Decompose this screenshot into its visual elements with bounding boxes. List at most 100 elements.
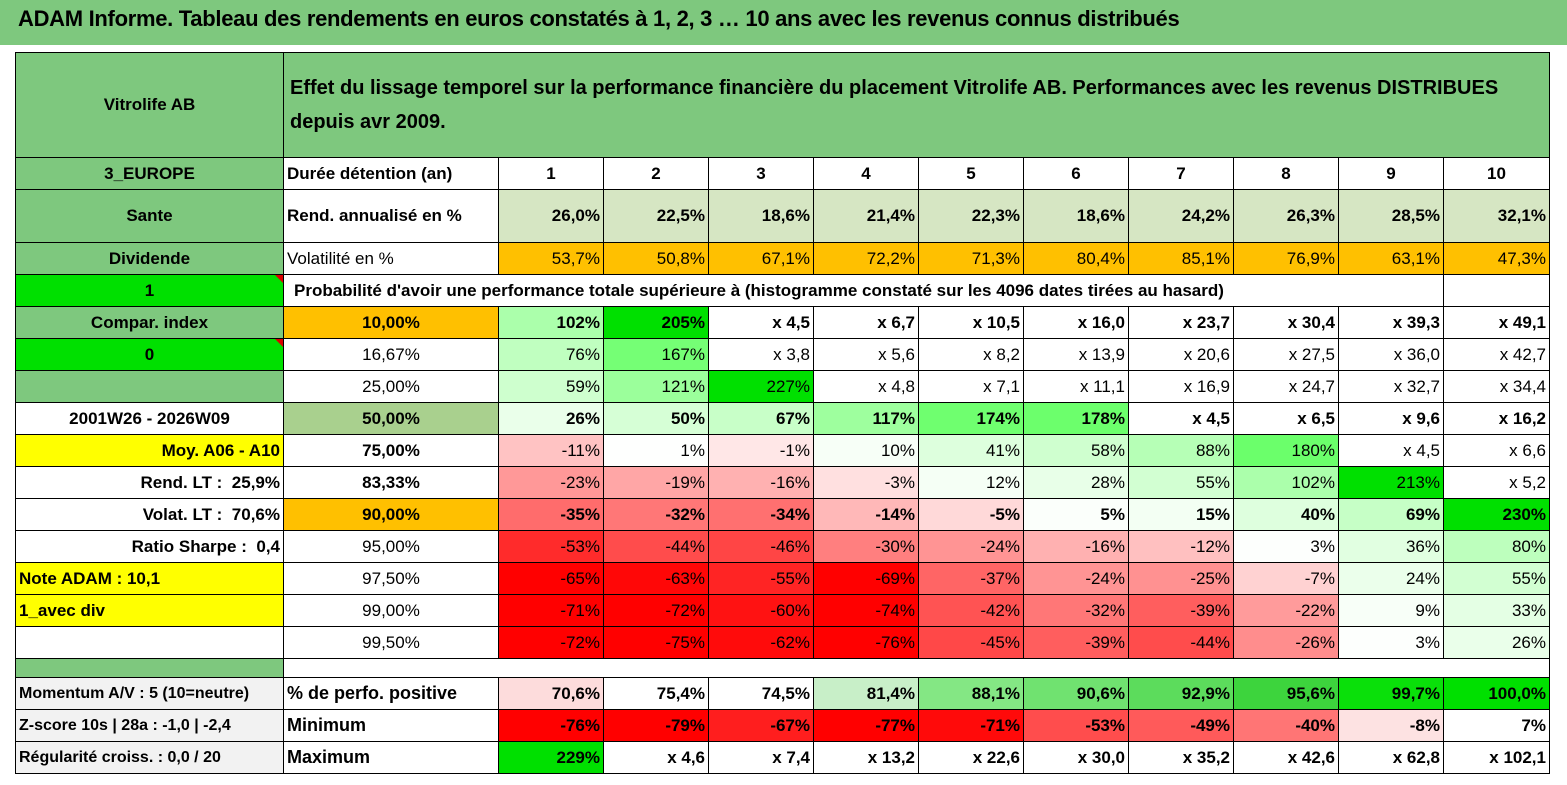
probability-value-cell: -44% <box>1128 626 1234 659</box>
probability-threshold: 95,00% <box>283 530 499 563</box>
probability-value-cell: 102% <box>498 306 604 339</box>
perfo-pos-cell: 95,6% <box>1233 677 1339 710</box>
probability-value-cell: 36% <box>1338 530 1444 563</box>
probability-value-cell: x 5,6 <box>813 338 919 371</box>
report-title: ADAM Informe. Tableau des rendements en … <box>18 6 1180 31</box>
probability-value-cell: 15% <box>1128 498 1234 531</box>
probability-value-cell: x 32,7 <box>1338 370 1444 403</box>
rend-lt-cell-label: Rend. LT : <box>140 472 223 492</box>
probability-row: 1_avec div 99,00% -71% -72% -60% -74% -42% -32%… <box>15 594 1550 627</box>
volat-cell: 67,1% <box>708 242 814 275</box>
probability-value-cell: x 6,7 <box>813 306 919 339</box>
year-header: 8 <box>1233 157 1339 190</box>
probability-value-cell: 50% <box>603 402 709 435</box>
year-header: 9 <box>1338 157 1444 190</box>
probability-value-cell: -19% <box>603 466 709 499</box>
type-cell: Dividende <box>15 242 284 275</box>
side-empty-cell <box>15 626 284 659</box>
perfo-pos-cell: 100,0% <box>1443 677 1550 710</box>
region-cell: 3_EUROPE <box>15 157 284 190</box>
probability-value-cell: -11% <box>498 434 604 467</box>
probability-value-cell: x 5,2 <box>1443 466 1550 499</box>
probability-value-cell: x 3,8 <box>708 338 814 371</box>
perfo-pos-label: % de perfo. positive <box>283 677 499 710</box>
minimum-cell: -77% <box>813 709 919 742</box>
proba-label: Probabilité d'avoir une performance tota… <box>283 274 1444 307</box>
probability-value-cell: x 4,5 <box>1338 434 1444 467</box>
probability-row: 0 16,67% 76% 167% x 3,8 x 5,6 x 8,2 x 13,9 x 20,… <box>15 338 1550 371</box>
rend-cell: 26,0% <box>498 189 604 243</box>
year-header: 4 <box>813 157 919 190</box>
minimum-cell: -79% <box>603 709 709 742</box>
maximum-cell: x 102,1 <box>1443 741 1550 774</box>
probability-row: 2001W26 - 2026W09 50,00% 26% 50% 67% 117% 174%… <box>15 402 1550 435</box>
probability-row: Ratio Sharpe : 0,4 95,00% -53% -44% -46% -30%… <box>15 530 1550 563</box>
volat-cell: 50,8% <box>603 242 709 275</box>
probability-value-cell: -5% <box>918 498 1024 531</box>
probability-value-cell: -14% <box>813 498 919 531</box>
probability-row: Volat. LT : 70,6% 90,00% -35% -32% -34% -14% -… <box>15 498 1550 531</box>
perfo-pos-cell: 70,6% <box>498 677 604 710</box>
rend-cell: 18,6% <box>708 189 814 243</box>
probability-value-cell: -34% <box>708 498 814 531</box>
probability-value-cell: 3% <box>1233 530 1339 563</box>
probability-value-cell: 213% <box>1338 466 1444 499</box>
volat-cell: 80,4% <box>1023 242 1129 275</box>
rend-label: Rend. annualisé en % <box>283 189 499 243</box>
probability-value-cell: -22% <box>1233 594 1339 627</box>
note-adam-cell: Note ADAM : 10,1 <box>15 562 284 595</box>
probability-threshold: 50,00% <box>283 402 499 435</box>
avec-div-cell: 1_avec div <box>15 594 284 627</box>
minimum-cell: -53% <box>1023 709 1129 742</box>
probability-value-cell: 5% <box>1023 498 1129 531</box>
probability-value-cell: -53% <box>498 530 604 563</box>
probability-value-cell: 33% <box>1443 594 1550 627</box>
perfo-pos-cell: 92,9% <box>1128 677 1234 710</box>
title-bar: ADAM Informe. Tableau des rendements en … <box>0 0 1567 45</box>
probability-value-cell: 41% <box>918 434 1024 467</box>
probability-value-cell: 167% <box>603 338 709 371</box>
probability-value-cell: -62% <box>708 626 814 659</box>
probability-threshold: 83,33% <box>283 466 499 499</box>
probability-value-cell: x 20,6 <box>1128 338 1234 371</box>
probability-value-cell: -39% <box>1128 594 1234 627</box>
rend-cell: 22,3% <box>918 189 1024 243</box>
volat-label: Volatilité en % <box>283 242 499 275</box>
probability-threshold: 10,00% <box>283 306 499 339</box>
rend-cell: 32,1% <box>1443 189 1550 243</box>
moy-cell: Moy. A06 - A10 <box>15 434 284 467</box>
rend-lt-cell: Rend. LT : 25,9% <box>15 466 284 499</box>
minimum-cell: -67% <box>708 709 814 742</box>
probability-value-cell: -46% <box>708 530 814 563</box>
probability-row: Compar. index 10,00% 102% 205% x 4,5 x 6,7 x 1… <box>15 306 1550 339</box>
probability-value-cell: x 7,1 <box>918 370 1024 403</box>
year-header: 5 <box>918 157 1024 190</box>
sharpe-cell: Ratio Sharpe : 0,4 <box>15 530 284 563</box>
probability-value-cell: x 4,5 <box>708 306 814 339</box>
probability-value-cell: x 16,9 <box>1128 370 1234 403</box>
probability-value-cell: x 24,7 <box>1233 370 1339 403</box>
probability-threshold: 16,67% <box>283 338 499 371</box>
rend-cell: 24,2% <box>1128 189 1234 243</box>
probability-threshold: 99,50% <box>283 626 499 659</box>
perfo-pos-cell: 99,7% <box>1338 677 1444 710</box>
volat-cell: 85,1% <box>1128 242 1234 275</box>
maximum-cell: x 30,0 <box>1023 741 1129 774</box>
sharpe-cell-label: Ratio Sharpe : <box>131 536 247 556</box>
momentum-cell: Momentum A/V : 5 (10=neutre) <box>15 677 284 710</box>
minimum-cell: -8% <box>1338 709 1444 742</box>
probability-value-cell: 59% <box>498 370 604 403</box>
probability-value-cell: 3% <box>1338 626 1444 659</box>
zscore-cell: Z-score 10s | 28a : -1,0 | -2,4 <box>15 709 284 742</box>
probability-value-cell: x 36,0 <box>1338 338 1444 371</box>
probability-value-cell: x 34,4 <box>1443 370 1550 403</box>
probability-value-cell: -44% <box>603 530 709 563</box>
probability-value-cell: -39% <box>1023 626 1129 659</box>
probability-value-cell: -74% <box>813 594 919 627</box>
probability-value-cell: 102% <box>1233 466 1339 499</box>
probability-value-cell: 9% <box>1338 594 1444 627</box>
sector-cell: Sante <box>15 189 284 243</box>
probability-value-cell: 121% <box>603 370 709 403</box>
probability-value-cell: -1% <box>708 434 814 467</box>
probability-value-cell: 174% <box>918 402 1024 435</box>
